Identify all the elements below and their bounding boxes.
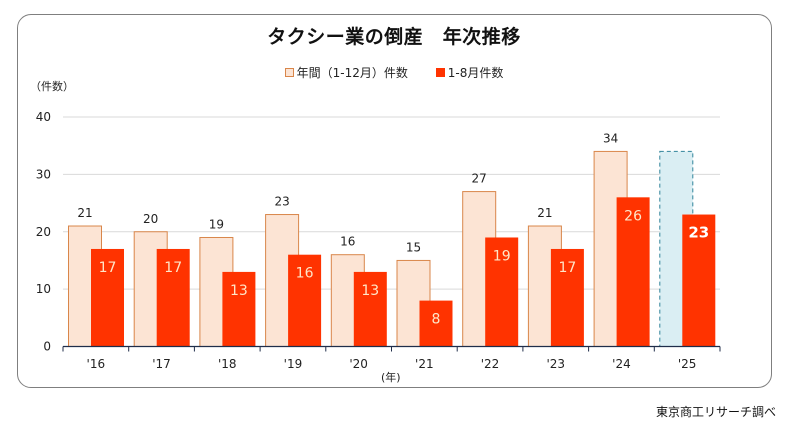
data-label-jan-aug: 17 <box>164 260 182 276</box>
bar-jan-aug <box>222 271 256 347</box>
data-label-annual: 27 <box>472 172 487 186</box>
bar-jan-aug <box>682 214 716 347</box>
data-label-annual: 19 <box>209 217 224 231</box>
legend-label-jan-aug: 1-8月件数 <box>447 66 504 80</box>
y-tick-label: 40 <box>36 110 51 124</box>
data-label-annual: 21 <box>77 206 92 220</box>
legend: 年間（1-12月）件数 1-8月件数 <box>0 64 788 81</box>
data-label-jan-aug: 17 <box>99 260 117 276</box>
chart-title: タクシー業の倒産 年次推移 <box>267 26 521 48</box>
data-label-annual: 16 <box>340 235 355 249</box>
data-label-jan-aug: 23 <box>688 224 709 242</box>
data-label-annual: 21 <box>537 206 552 220</box>
data-label-annual: 23 <box>274 195 289 209</box>
data-label-jan-aug: 8 <box>432 312 441 328</box>
y-tick-label: 30 <box>36 167 51 181</box>
data-label-jan-aug: 26 <box>624 208 642 224</box>
x-tick-label: '16 <box>87 357 106 371</box>
x-tick-label: '22 <box>481 357 500 371</box>
legend-swatch-jan-aug <box>435 68 445 77</box>
legend-item-jan-aug: 1-8月件数 <box>435 64 504 81</box>
x-tick-label: '23 <box>546 357 565 371</box>
legend-item-annual: 年間（1-12月）件数 <box>284 64 408 81</box>
data-label-jan-aug: 17 <box>558 260 576 276</box>
data-label-jan-aug: 13 <box>230 283 248 299</box>
y-tick-label: 20 <box>36 225 51 239</box>
y-tick-label: 10 <box>36 282 51 296</box>
x-tick-label: '19 <box>284 357 303 371</box>
bar-jan-aug <box>550 248 584 347</box>
data-label-jan-aug: 13 <box>361 283 379 299</box>
data-label-annual: 34 <box>603 131 618 145</box>
x-axis-label: (年) <box>381 371 401 384</box>
bar-jan-aug <box>419 300 453 347</box>
bar-jan-aug <box>91 248 124 347</box>
x-tick-label: '17 <box>152 357 171 371</box>
x-tick-label: '21 <box>415 357 434 371</box>
bar-jan-aug <box>288 254 322 347</box>
data-label-jan-aug: 16 <box>296 266 314 282</box>
bar-jan-aug <box>156 248 190 347</box>
x-tick-label: '20 <box>349 357 368 371</box>
data-label-jan-aug: 19 <box>493 248 511 264</box>
source-note: 東京商工リサーチ調べ <box>655 405 776 419</box>
bar-jan-aug <box>353 271 387 347</box>
legend-label-annual: 年間（1-12月）件数 <box>296 66 408 80</box>
legend-swatch-annual <box>284 68 294 77</box>
x-tick-label: '25 <box>678 357 697 371</box>
chart-frame <box>17 14 772 388</box>
data-label-annual: 15 <box>406 240 421 254</box>
x-tick-label: '24 <box>612 357 631 371</box>
data-label-annual: 20 <box>143 212 158 226</box>
x-tick-label: '18 <box>218 357 237 371</box>
bar-jan-aug <box>616 197 650 347</box>
y-tick-label: 0 <box>43 340 51 354</box>
y-axis-label: （件数） <box>30 80 74 93</box>
bar-jan-aug <box>485 237 519 347</box>
